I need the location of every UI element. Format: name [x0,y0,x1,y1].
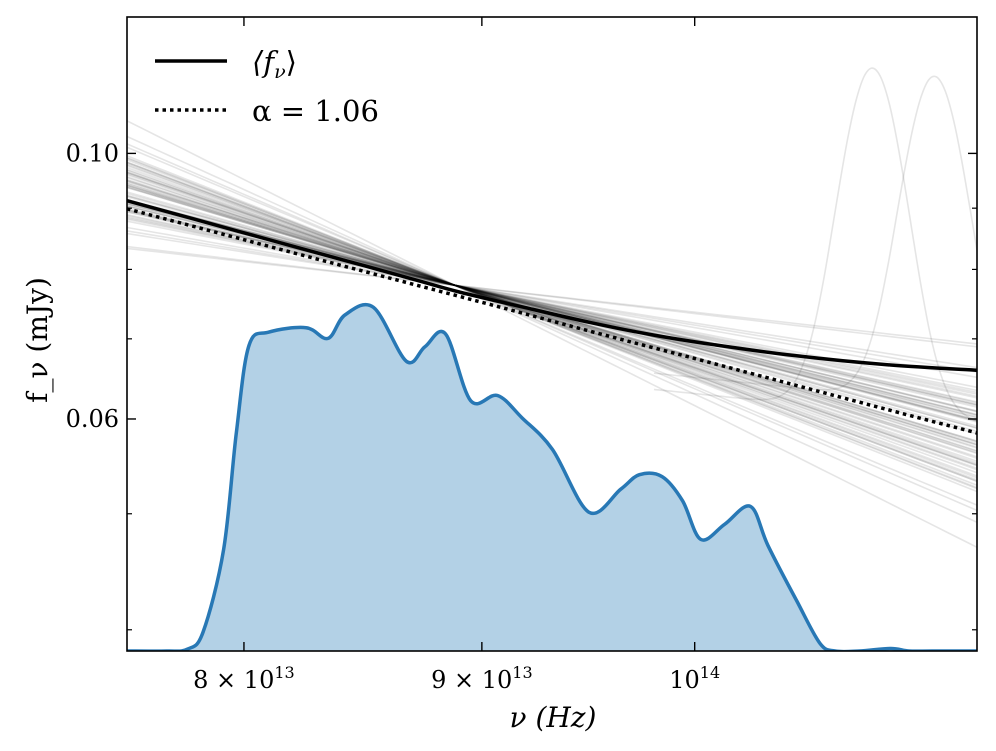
series-lines [127,199,977,435]
sample-curve [127,172,977,464]
sample-curve [127,209,977,406]
sample-curve [127,217,977,394]
legend-label-mean: ⟨fν⟩ [252,45,297,83]
sample-curve [127,169,977,470]
sample-curve [127,180,977,453]
sample-curve [127,209,977,406]
sample-curve [127,194,977,429]
sample-curve [127,171,977,466]
sample-curve [127,230,977,373]
sample-curve [127,120,977,549]
sample-curve [127,214,977,398]
x-axis-label: ν (Hz) [510,701,597,734]
sample-curve [127,166,977,474]
filter-profile-fill [127,304,977,651]
sample-curve [653,75,977,391]
sample-curve [127,247,977,345]
sample-curve [127,199,977,422]
sample-curve [127,208,977,408]
filter-profile [127,302,977,651]
sample-curve [127,216,977,395]
sample-curve [127,210,977,404]
sample-curve [127,175,977,459]
sample-curve [127,143,977,512]
sample-curve [127,171,977,467]
sample-curve [127,199,977,422]
sample-curve [127,156,977,490]
sample-curve [127,226,977,379]
sample-curve [127,178,977,455]
sample-curve [127,161,977,483]
legend: ⟨fν⟩ α = 1.06 [155,45,379,128]
sample-curve [127,194,977,429]
sample-curve [127,180,977,452]
sample-curve [127,211,977,403]
sample-curve [127,179,977,454]
sample-curve [127,232,977,369]
sample-curve [127,245,977,348]
filter-profile-line [127,302,977,651]
sample-curve [127,171,977,466]
sample-curve [127,162,977,481]
sample-curve [127,196,977,427]
y-axis-label: f_ν (mJy) [21,277,54,403]
sample-curve [127,135,977,524]
sample-curve [127,163,977,479]
mean-flux-line [127,199,977,372]
sample-curve [127,168,977,471]
y-tick-label: 0.06 [66,405,119,433]
plot-frame [126,16,978,652]
sample-curve [653,67,977,422]
sample-curve [127,200,977,421]
sample-curve [127,198,977,423]
sample-curve [127,176,977,458]
sample-curve [127,161,977,482]
powerlaw-fit-line [127,207,977,435]
sample-curve [127,199,977,422]
sample-curve [127,164,977,477]
sample-curve [127,209,977,407]
sample-curve [127,157,977,489]
sample-curve [127,159,977,486]
x-tick-label: 8 × 1013 [193,663,295,694]
axis-ticks: 8 × 1013 9 × 1013 1014 0.10 0.06 [66,17,977,694]
sample-curve [127,155,977,493]
sample-curve [127,213,977,399]
y-tick-label: 0.10 [66,139,119,167]
sample-curve [127,174,977,463]
legend-label-alpha: α = 1.06 [252,94,379,128]
sample-curve [127,146,977,506]
sample-curve [127,218,977,392]
x-tick-label: 1014 [669,663,720,694]
x-tick-label: 9 × 1013 [431,663,533,694]
